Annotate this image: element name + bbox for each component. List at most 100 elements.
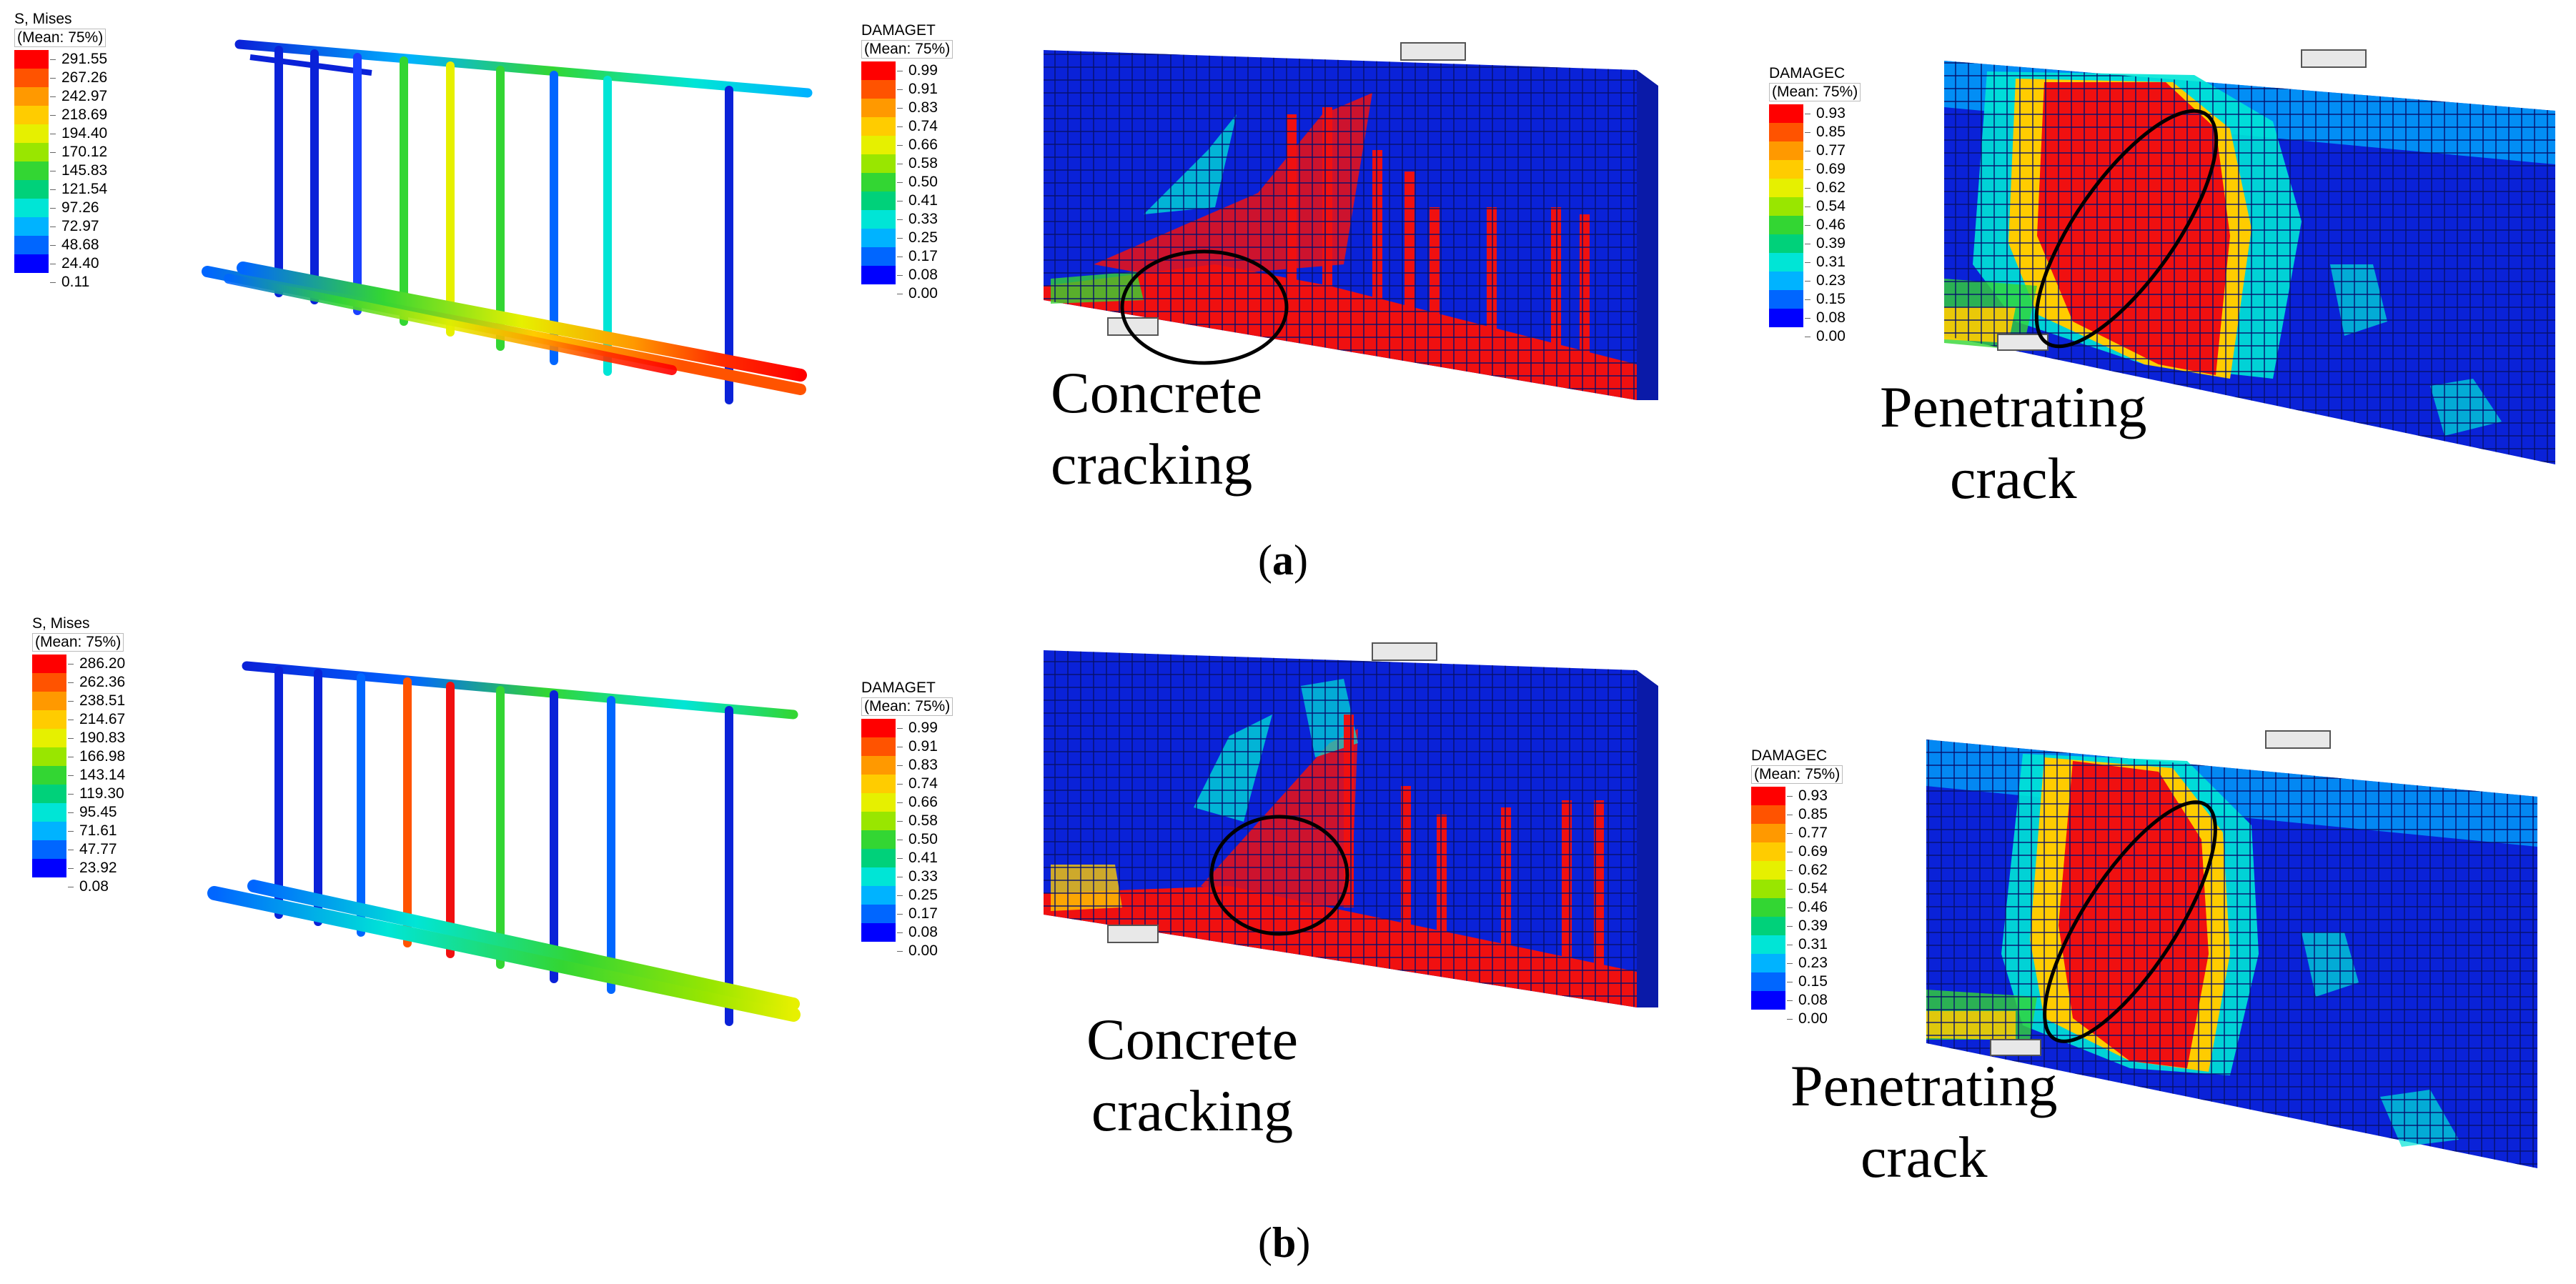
- legend-swatch: [861, 849, 896, 867]
- legend-swatch: [1751, 861, 1785, 880]
- legend-value: 0.91: [908, 81, 938, 97]
- legend-entry: 0.08: [861, 266, 953, 284]
- legend-swatch: [1751, 880, 1785, 898]
- legend-swatch: [1769, 309, 1803, 327]
- legend-swatch: [32, 692, 66, 710]
- panel-a: S, Mises (Mean: 75%) 291.55 267.26 242.97 2…: [0, 0, 2576, 614]
- legend-swatch: [861, 905, 896, 923]
- legend-swatch: [1769, 160, 1803, 179]
- legend-value: 0.23: [1798, 955, 1828, 971]
- legend-swatch: [14, 50, 49, 69]
- legend-tick: [897, 89, 903, 90]
- legend-tick: [1805, 262, 1810, 263]
- legend-value: 145.83: [61, 162, 108, 179]
- legend-swatch: [14, 254, 49, 273]
- legend-value: 0.99: [908, 720, 938, 736]
- legend-swatch: [32, 673, 66, 692]
- crack-ellipse: [1120, 249, 1289, 365]
- legend-tick: [897, 802, 903, 803]
- legend-mean: (Mean: 75%): [861, 40, 953, 59]
- rebar-cage-a: [202, 39, 813, 404]
- legend-swatch: [1751, 842, 1785, 861]
- legend-tick: [50, 96, 56, 97]
- figure-label-b: (b): [1258, 1219, 1311, 1266]
- legend-tick: [897, 126, 903, 127]
- legend-swatch: [861, 793, 896, 812]
- legend-value: 0.77: [1798, 825, 1828, 841]
- legend-value: 0.08: [908, 267, 938, 283]
- legend-swatch: [861, 247, 896, 266]
- legend-value: 0.77: [1816, 142, 1846, 159]
- legend-entry: 0.93: [1769, 104, 1861, 123]
- annotation-line-1: Penetrating: [1790, 1053, 2058, 1118]
- legend-value: 0.91: [908, 738, 938, 755]
- legend-entry: 0.46: [1751, 898, 1843, 917]
- legend-value: 71.61: [79, 822, 117, 839]
- legend-swatch: [861, 830, 896, 849]
- legend-value: 190.83: [79, 730, 126, 746]
- annotation-line-1: Concrete: [1051, 360, 1262, 425]
- legend-entry: 0.83: [861, 99, 953, 117]
- label-letter: a: [1272, 537, 1294, 584]
- legend-tick: [897, 181, 903, 183]
- legend-entry: 0.00: [1751, 1010, 1843, 1028]
- legend-tick: [1805, 169, 1810, 170]
- legend-value: 0.08: [1816, 309, 1846, 326]
- legend-value: 0.33: [908, 211, 938, 227]
- legend-swatch: [32, 877, 66, 896]
- legend-swatch: [14, 124, 49, 143]
- legend-colorbar: 0.93 0.85 0.77 0.69 0.62 0.54 0.46 0.39 0.31 0.23…: [1751, 787, 1843, 1028]
- legend-entry: 0.23: [1751, 954, 1843, 972]
- legend-entry: 0.91: [861, 737, 953, 756]
- legend-entry: 0.08: [861, 923, 953, 942]
- legend-value: 166.98: [79, 748, 126, 765]
- legend-mean: (Mean: 75%): [1751, 765, 1843, 784]
- legend-swatch: [1751, 972, 1785, 991]
- legend-value: 0.08: [1798, 992, 1828, 1008]
- crack-ellipse: [2043, 800, 2217, 1043]
- annotation-line-1: Penetrating: [1880, 374, 2147, 439]
- legend-entry: 0.83: [861, 756, 953, 775]
- legend-mean: (Mean: 75%): [1769, 83, 1861, 101]
- legend-tick: [68, 793, 74, 795]
- legend-swatch: [1751, 787, 1785, 805]
- legend-swatch: [861, 191, 896, 210]
- legend-value: 267.26: [61, 69, 108, 86]
- legend-tick: [68, 682, 74, 683]
- legend-value: 0.66: [908, 136, 938, 153]
- legend-swatch: [1769, 197, 1803, 216]
- legend-swatch: [1751, 954, 1785, 972]
- legend-tick: [50, 189, 56, 190]
- legend-tick: [50, 151, 56, 153]
- legend-tick: [1805, 299, 1810, 300]
- legend-tick: [897, 895, 903, 896]
- legend-swatch: [861, 61, 896, 80]
- legend-entry: 0.00: [861, 942, 953, 960]
- legend-value: 0.74: [908, 775, 938, 792]
- legend-value: 0.25: [908, 229, 938, 246]
- annotation-concrete-cracking-b: Concrete cracking: [1086, 1004, 1298, 1147]
- legend-value: 0.46: [1798, 899, 1828, 915]
- legend-tick: [1805, 317, 1810, 319]
- legend-tick: [897, 727, 903, 729]
- legend-value: 262.36: [79, 674, 126, 690]
- legend-tick: [897, 857, 903, 859]
- annotation-penetrating-crack-b: Penetrating crack: [1790, 1050, 2057, 1193]
- legend-entry: 0.23: [1769, 272, 1861, 290]
- legend-swatch: [861, 99, 896, 117]
- legend-value: 0.17: [908, 248, 938, 264]
- legend-value: 0.93: [1798, 787, 1828, 804]
- legend-value: 0.74: [908, 118, 938, 134]
- legend-entry: 0.85: [1751, 805, 1843, 824]
- legend-tick: [897, 820, 903, 822]
- legend-entry: 0.58: [861, 154, 953, 173]
- legend-value: 0.00: [1816, 328, 1846, 344]
- legend-entry: 0.46: [1769, 216, 1861, 234]
- legend-swatch: [14, 180, 49, 199]
- legend-swatch: [32, 655, 66, 673]
- legend-value: 97.26: [61, 199, 99, 216]
- legend-entry: 262.36: [32, 673, 125, 692]
- legend-entry: 0.31: [1751, 935, 1843, 954]
- legend-tick: [68, 663, 74, 665]
- legend-entry: 286.20: [32, 655, 125, 673]
